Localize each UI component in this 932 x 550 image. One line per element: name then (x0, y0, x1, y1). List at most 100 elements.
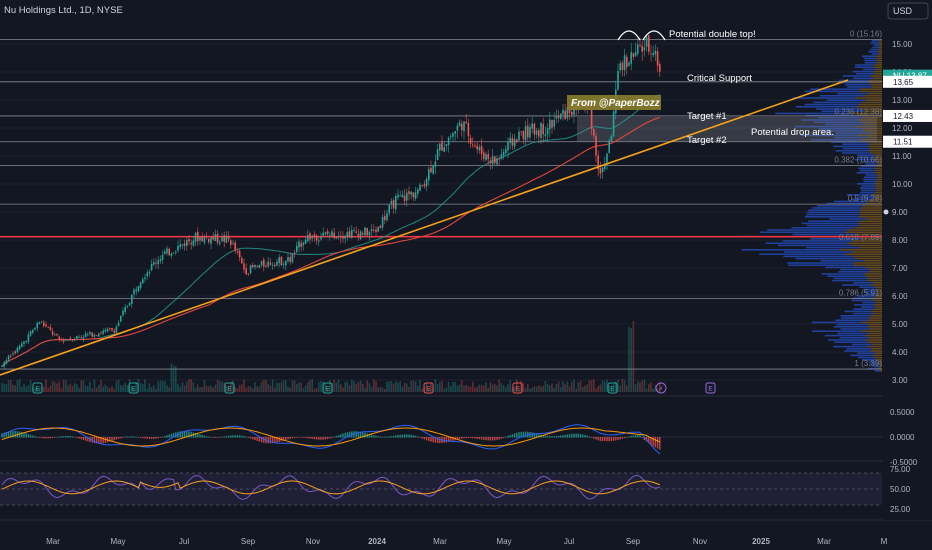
candle-body (465, 121, 467, 124)
volume-bar (612, 383, 615, 392)
volume-bar (109, 387, 111, 392)
candle-body (29, 331, 32, 336)
vp-bar (842, 143, 871, 145)
fib-labels: 0 (15.16) 0.236 (12.38) 0.382 (10.66) 0.5 (… (834, 30, 882, 369)
volume-bar (527, 384, 529, 392)
vp-bar-alt (862, 108, 882, 110)
volume-bar (450, 385, 452, 392)
macd-histogram-bar (562, 435, 564, 438)
candle-body (289, 257, 291, 262)
volume-bar (379, 386, 382, 392)
currency-button[interactable] (887, 2, 929, 20)
macd-histogram-bar (190, 431, 192, 438)
vp-bar (835, 150, 869, 152)
candle-body (60, 339, 63, 341)
volume-bar (113, 388, 115, 392)
earnings-marker-label: E (515, 386, 520, 393)
macd-histogram-bar (557, 435, 560, 438)
price-tick-label: 3.00 (892, 376, 908, 385)
volume-bar (87, 386, 89, 392)
vp-bar (858, 167, 875, 170)
candle-body (331, 231, 333, 237)
volume-bar (483, 385, 485, 392)
volume-bar (27, 385, 30, 392)
vp-bar (818, 128, 863, 130)
volume-bar (439, 382, 441, 392)
macd-histogram-bar (329, 437, 331, 439)
volume-bar (183, 385, 186, 392)
macd-histogram-bar (51, 437, 54, 439)
volume-bar (80, 380, 82, 392)
macd-histogram-bar (197, 433, 199, 438)
volume-bar (23, 383, 25, 392)
volume-bar (223, 382, 225, 392)
volume-bar (106, 386, 109, 392)
volume-bar (95, 387, 98, 392)
macd-histogram-bar (214, 437, 217, 438)
volume-bar (49, 385, 52, 392)
macd-histogram-bar (377, 436, 379, 438)
event-markers[interactable]: E E E E E E E ⚡ E (32, 382, 716, 394)
price-tick-label: 7.00 (892, 264, 908, 273)
potential-drop-zone[interactable] (577, 117, 877, 142)
candle-body (280, 256, 283, 266)
vp-bar-alt (868, 81, 882, 84)
vp-bar (804, 103, 859, 106)
volume-bar (491, 384, 494, 392)
macd-histogram-bar (623, 437, 626, 439)
price-tick-label: 4.00 (892, 348, 908, 357)
trendline[interactable] (0, 79, 849, 376)
price-axis[interactable]: 15.0014.0013.0012.0011.0010.009.008.007.… (883, 0, 932, 520)
candle-body (304, 239, 307, 244)
candle-body (648, 35, 650, 52)
volume-bar (91, 388, 93, 392)
earnings-marker (32, 382, 43, 394)
time-tick-label: Mar (433, 537, 447, 546)
candle-body (104, 329, 107, 332)
macd-histogram-bar (7, 431, 10, 438)
vp-bar (833, 145, 868, 148)
time-axis[interactable]: Mar May Jul Sep Nov 2024 Mar May Jul Sep Nov 2025 Ma… (46, 537, 888, 546)
candle-body (428, 169, 430, 181)
candle-body (630, 52, 632, 64)
vp-bar (864, 62, 877, 64)
candle-body (34, 328, 36, 330)
vp-bar-alt (839, 249, 882, 251)
candle-body (62, 340, 65, 342)
candle-body (601, 167, 604, 173)
vp-bar (869, 48, 879, 51)
volume-bar (507, 384, 509, 392)
watermark-box (567, 95, 661, 110)
vp-bar-alt (875, 55, 882, 57)
horizontal-levels[interactable] (0, 39, 882, 370)
vp-bar (807, 224, 860, 227)
volume-bar (192, 382, 195, 392)
macd-histogram-bar (164, 435, 166, 438)
volume-bar (584, 385, 586, 392)
vp-bar (834, 341, 868, 343)
candle-body (76, 336, 78, 339)
volume-bar (617, 379, 619, 392)
candle-body (590, 109, 593, 129)
candle-body (373, 230, 375, 231)
candle-body (225, 235, 228, 243)
volume-bar (247, 386, 250, 392)
rsi-pane (0, 472, 882, 506)
volume-bar (533, 386, 536, 392)
vp-bar (806, 213, 860, 216)
currency-label: USD (893, 6, 913, 16)
volume-bar (51, 381, 54, 392)
candle-body (432, 166, 434, 174)
macd-histogram-bar (406, 434, 408, 438)
volume-bar (472, 381, 474, 392)
macd-histogram-bar (186, 431, 188, 438)
macd-histogram-bar (458, 437, 461, 440)
volume-bar (351, 379, 353, 392)
vp-bar (833, 326, 868, 328)
candle-body (474, 145, 476, 147)
macd-histogram-bar (359, 431, 362, 438)
vp-bar (812, 207, 862, 209)
vp-bar-alt (867, 341, 882, 343)
macd-histogram-bar (172, 432, 175, 438)
